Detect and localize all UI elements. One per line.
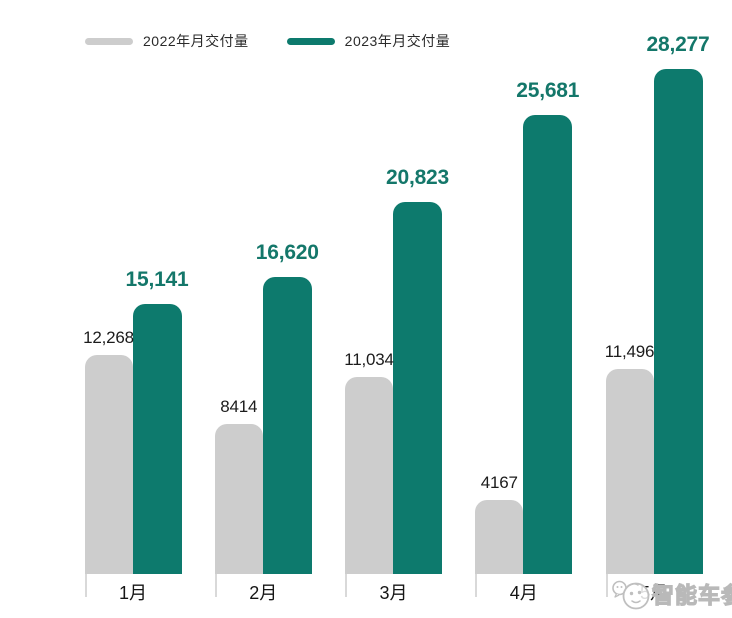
value-label-2023: 20,823: [385, 166, 450, 189]
axis-tick: [214, 574, 217, 597]
legend-item-2022: 2022年月交付量: [85, 31, 249, 51]
value-label-2022: 11,496: [604, 342, 655, 361]
bar-2023: [132, 304, 182, 574]
legend-item-2023: 2023年月交付量: [286, 31, 451, 51]
watermark: 智能车参: [610, 576, 732, 612]
value-label-2023: 16,620: [255, 241, 319, 264]
legend: 2022年月交付量 2023年月交付量: [85, 31, 488, 51]
legend-label-2023: 2023年月交付量: [344, 33, 451, 49]
bar-2023: [393, 202, 442, 574]
legend-swatch-2023: [286, 37, 335, 45]
legend-swatch-2022: [85, 37, 133, 45]
value-label-2023: 25,681: [516, 79, 580, 102]
watermark-text: 智能车参: [651, 582, 732, 608]
x-axis-label: 2月: [249, 583, 278, 603]
axis-tick: [605, 574, 608, 597]
value-label-2023: 15,141: [125, 268, 189, 291]
value-label-2022: 12,268: [83, 328, 134, 347]
bar-2022: [475, 500, 524, 574]
mascot-face-icon: [612, 580, 650, 610]
bar-2022: [214, 424, 263, 574]
x-axis-label: 3月: [379, 583, 408, 603]
bar-2023: [523, 115, 573, 574]
axis-tick: [345, 574, 347, 597]
value-label-2023: 28,277: [646, 33, 710, 56]
value-label-2022: 11,034: [344, 350, 394, 369]
axis-tick: [84, 574, 87, 597]
bar-2022: [345, 377, 393, 574]
value-label-2022: 8414: [220, 397, 258, 416]
legend-label-2022: 2022年月交付量: [143, 33, 249, 49]
bar-2023: [653, 69, 703, 574]
bar-2022: [605, 369, 654, 574]
bar-2022: [84, 355, 133, 574]
x-axis-label: 1月: [118, 583, 147, 603]
x-axis-label: 4月: [509, 583, 538, 603]
axis-tick: [475, 574, 478, 597]
bar-2023: [262, 277, 312, 574]
value-label-2022: 4167: [480, 473, 518, 492]
